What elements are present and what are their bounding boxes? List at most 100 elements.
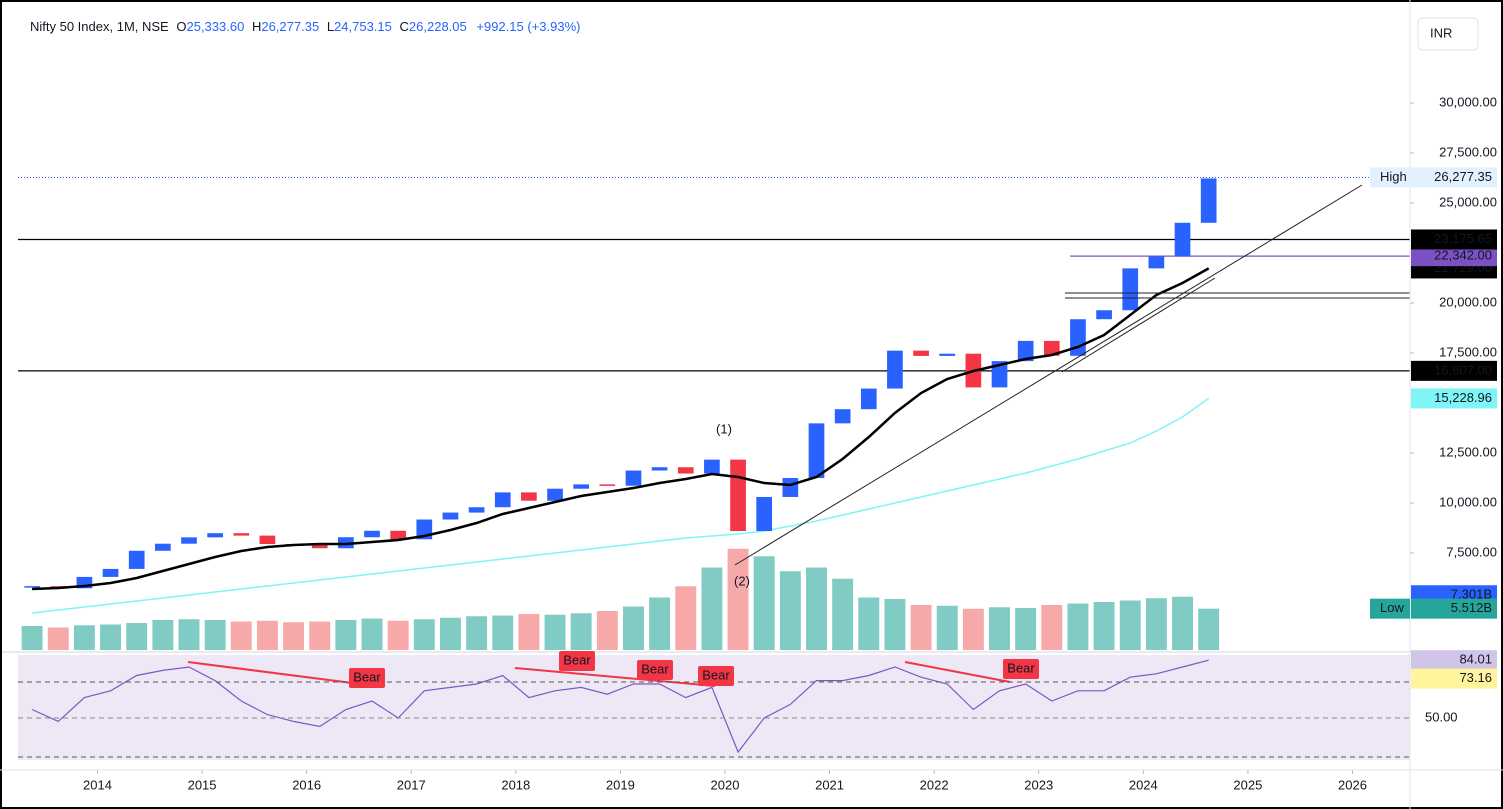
candle (991, 361, 1008, 388)
price-tag-label: 26,277.35 (1434, 169, 1492, 184)
volume-bar (413, 619, 435, 650)
tag-name-box (1370, 598, 1410, 619)
volume-bar (1067, 603, 1089, 650)
x-tick-label: 2016 (292, 777, 321, 792)
candle (207, 533, 223, 538)
volume-bar (701, 567, 723, 650)
candle (468, 507, 485, 513)
currency-button[interactable] (1417, 17, 1479, 51)
volume-bar (1119, 600, 1141, 650)
price-tag (1411, 668, 1497, 689)
candle (155, 543, 171, 551)
volume-bar (466, 616, 488, 650)
volume-bar (779, 571, 801, 650)
price-tag (1411, 167, 1497, 188)
volume-bar (152, 620, 174, 650)
price-tag (1411, 360, 1497, 381)
x-tick-label: 2015 (188, 777, 217, 792)
ohlc-key: O (176, 19, 186, 34)
bear-label-box (559, 651, 595, 671)
price-tag-label: 23,175.65 (1434, 231, 1492, 246)
volume-bar (649, 597, 671, 650)
candle (311, 544, 328, 549)
tag-name: High (1380, 169, 1407, 184)
bear-label: Bear (702, 667, 730, 682)
volume-bar (806, 567, 827, 650)
candle (1017, 340, 1034, 362)
volume-bar (989, 607, 1010, 650)
x-tick-label: 2025 (1233, 777, 1262, 792)
candle (677, 467, 694, 474)
ohlc-value: 26,277.35 (261, 19, 319, 34)
bear-label-box (1003, 659, 1039, 679)
volume-bar (832, 578, 854, 650)
currency[interactable]: INR (1430, 25, 1452, 40)
wave-label: (2) (734, 573, 750, 588)
ohlc-value: 26,228.05 (409, 19, 467, 34)
y-tick-label: 20,000.00 (1439, 294, 1497, 309)
ohlc-key: H (252, 19, 261, 34)
divergence-line (904, 661, 1011, 683)
bear-label: Bear (641, 661, 669, 676)
candle (939, 353, 956, 356)
candle (259, 535, 276, 545)
volume-bar (178, 619, 200, 650)
price-tag (1411, 229, 1497, 250)
y-tick-label: 12,500.00 (1439, 444, 1497, 459)
candle (756, 496, 773, 532)
y-tick-label: 30,000.00 (1439, 94, 1497, 109)
price-tag-label: 5.512B (1451, 600, 1492, 615)
divergence-line (187, 661, 369, 686)
volume-bar (126, 623, 148, 650)
bear-label-box (349, 668, 385, 688)
volume-bar (361, 618, 383, 650)
x-tick-label: 2017 (397, 777, 426, 792)
x-tick-label: 2022 (920, 777, 949, 792)
bear-label-box (698, 666, 734, 686)
candle (128, 550, 145, 569)
candle (1148, 256, 1165, 269)
candle (494, 492, 511, 508)
candle (1070, 319, 1086, 356)
candle (1096, 310, 1112, 320)
volume-bar (1198, 608, 1220, 650)
price-tag-label: 22,342.00 (1434, 248, 1492, 263)
ohlc-value: 24,753.15 (334, 19, 392, 34)
volume-bar (962, 608, 984, 650)
candle (860, 388, 877, 410)
volume-bar (492, 615, 514, 650)
candle (364, 530, 380, 538)
candle (338, 537, 354, 549)
bear-label-box (637, 660, 673, 680)
y-tick-label: 17,500.00 (1439, 344, 1497, 359)
volume-bar (1015, 608, 1037, 650)
price-tag (1411, 650, 1497, 671)
candle (782, 478, 799, 497)
change: +992.15 (+3.93%) (476, 19, 580, 34)
candle (1122, 268, 1139, 311)
price-tag-label: 16,607.00 (1434, 362, 1492, 377)
volume-bar (518, 614, 540, 650)
volume-bar (256, 620, 278, 650)
x-tick-label: 2024 (1129, 777, 1158, 792)
bear-label: Bear (1007, 660, 1035, 675)
plot (18, 102, 1414, 774)
volume-bar (21, 626, 43, 650)
volume-bar (47, 627, 69, 650)
candle (76, 576, 93, 589)
tag-name-box (1370, 167, 1410, 188)
candle (599, 484, 616, 486)
y-tick-label: 27,500.00 (1439, 144, 1497, 159)
wave-label: (1) (716, 421, 732, 436)
volume-bar (204, 620, 226, 650)
ohlc-key: C (400, 19, 409, 34)
volume-bar (230, 621, 252, 650)
symbol-title: Nifty 50 Index, 1M, NSE (30, 19, 169, 34)
volume-bar (544, 614, 566, 650)
candle (913, 350, 929, 356)
volume-bar (753, 556, 775, 650)
volume-bar (936, 605, 958, 650)
volume-bar (1041, 605, 1063, 650)
